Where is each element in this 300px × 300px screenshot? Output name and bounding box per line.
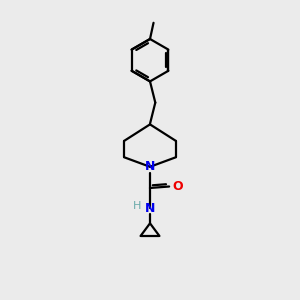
Text: N: N — [145, 160, 155, 173]
Text: N: N — [145, 202, 155, 214]
Text: H: H — [133, 201, 141, 211]
Text: O: O — [173, 180, 183, 193]
